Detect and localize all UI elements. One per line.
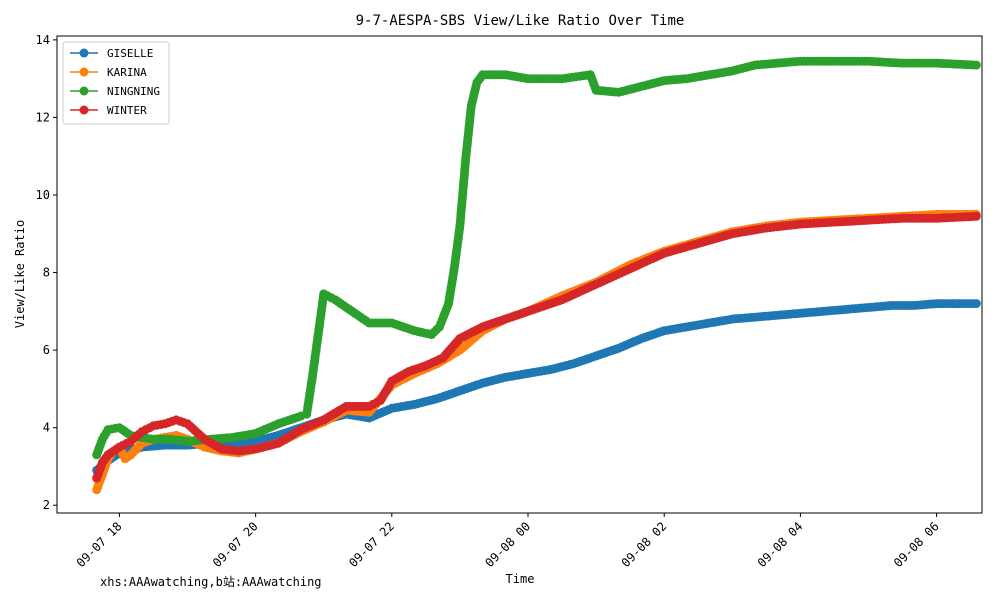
plot-frame (56, 35, 983, 514)
y-tick-label: 14 (36, 33, 50, 47)
series-layer (92, 56, 981, 495)
y-axis-label: View/Like Ratio (13, 220, 27, 328)
y-axis-ticks: 2 4 6 8 10 12 14 (36, 33, 57, 512)
data-point-ningning (971, 60, 981, 70)
legend-marker (79, 105, 89, 115)
data-point-giselle (971, 299, 981, 309)
y-tick-label: 6 (43, 343, 50, 357)
y-tick-label: 8 (43, 266, 50, 280)
legend-label: NINGNING (107, 85, 160, 98)
data-point-winter (971, 211, 981, 221)
y-tick-label: 12 (36, 110, 50, 124)
chart-title: 9-7-AESPA-SBS View/Like Ratio Over Time (356, 13, 685, 29)
x-axis-label: Time (506, 572, 535, 586)
legend-marker (79, 86, 89, 96)
legend-label: GISELLE (107, 47, 153, 60)
legend-box (62, 41, 170, 125)
y-tick-label: 4 (43, 421, 50, 435)
y-tick-label: 10 (36, 188, 50, 202)
legend-label: WINTER (107, 104, 147, 117)
legend-label: KARINA (107, 66, 147, 79)
series-winter (92, 211, 981, 483)
y-tick-label: 2 (43, 498, 50, 512)
legend-marker (79, 48, 89, 58)
legend-marker (79, 67, 89, 77)
legend: GISELLE KARINA NINGNING WINTER (62, 41, 170, 125)
series-ningning (92, 56, 981, 460)
credit-text: xhs:AAAwatching,b站:AAAwatching (100, 575, 322, 589)
